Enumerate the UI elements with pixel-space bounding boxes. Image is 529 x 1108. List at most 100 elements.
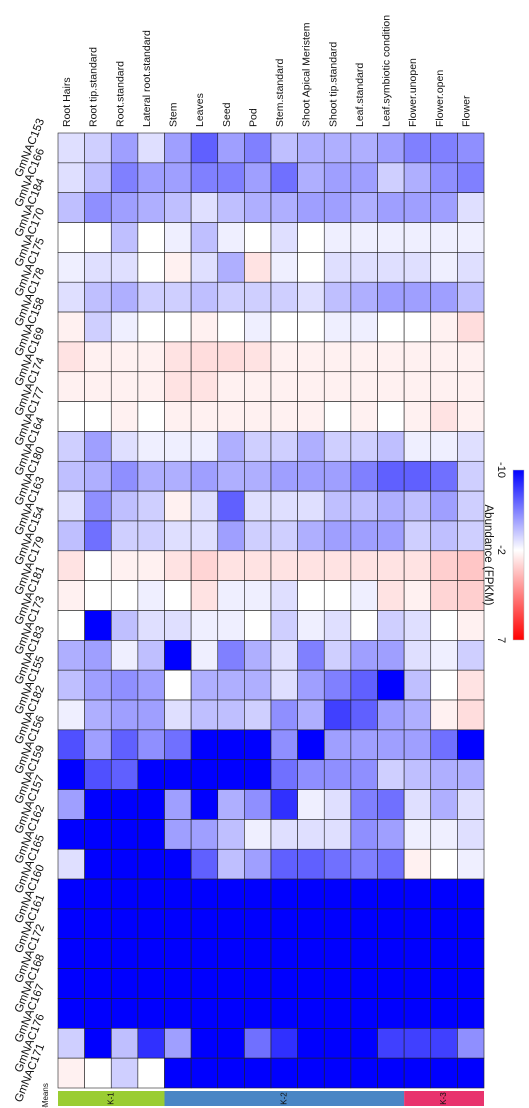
heatmap-cell: [457, 162, 485, 193]
heatmap-cell: [403, 550, 432, 581]
heatmap-cell: [110, 729, 139, 761]
heatmap-cell: [323, 968, 352, 999]
heatmap-cell: [377, 490, 405, 522]
heatmap-cell: [323, 610, 352, 641]
heatmap-cell: [217, 819, 245, 850]
heatmap-cell: [297, 908, 325, 940]
heatmap-cell: [350, 938, 378, 969]
heatmap-cell: [137, 460, 165, 492]
heatmap-cell: [164, 848, 192, 880]
heatmap-cell: [164, 908, 192, 940]
column-label: Leaf.standard: [354, 63, 366, 127]
heatmap-cell: [457, 640, 485, 671]
heatmap-cell: [457, 938, 485, 969]
heatmap-cell: [377, 878, 405, 910]
heatmap-cell: [297, 311, 325, 343]
heatmap-cell: [377, 789, 405, 820]
heatmap-cell: [323, 998, 352, 1029]
column-label: Stem: [168, 102, 180, 127]
heatmap-cell: [244, 878, 272, 910]
heatmap-cell: [403, 162, 432, 193]
heatmap-cell: [217, 669, 245, 701]
heatmap-cell: [217, 281, 245, 313]
column-label: Root tip.standard: [88, 47, 100, 127]
heatmap-cell: [84, 789, 112, 820]
heatmap-cell: [190, 669, 219, 701]
heatmap-cell: [244, 580, 272, 611]
heatmap-cell: [217, 252, 245, 283]
heatmap-cell: [137, 550, 165, 581]
heatmap-cell: [137, 252, 165, 283]
heatmap-cell: [110, 878, 139, 910]
heatmap-cell: [190, 222, 219, 253]
heatmap-cell: [137, 878, 165, 910]
heatmap-cell: [57, 729, 85, 761]
heatmap-cell: [164, 550, 192, 581]
heatmap-cell: [164, 460, 192, 492]
heatmap-cell: [297, 1028, 325, 1059]
heatmap-cell: [430, 729, 458, 761]
heatmap-cell: [57, 759, 85, 790]
heatmap-cell: [403, 610, 432, 641]
heatmap-cell: [297, 132, 325, 164]
heatmap-cell: [377, 222, 405, 253]
heatmap-cell: [270, 252, 298, 283]
heatmap-cell: [457, 431, 485, 462]
heatmap-cell: [110, 252, 139, 283]
heatmap-cell: [84, 222, 112, 253]
heatmap-cell: [377, 132, 405, 164]
heatmap-cell: [190, 908, 219, 940]
heatmap-cell: [190, 580, 219, 611]
heatmap-cell: [350, 580, 378, 611]
heatmap-cell: [457, 490, 485, 522]
heatmap-cell: [190, 341, 219, 373]
heatmap-cell: [403, 968, 432, 999]
heatmap-cell: [57, 938, 85, 969]
heatmap-cell: [457, 371, 485, 402]
heatmap-cell: [270, 610, 298, 641]
heatmap-cell: [377, 252, 405, 283]
heatmap-cell: [377, 848, 405, 880]
heatmap-cell: [323, 1028, 352, 1059]
heatmap-cell: [350, 162, 378, 193]
heatmap-cell: [217, 1057, 245, 1089]
heatmap-cell: [110, 431, 139, 462]
heatmap-cell: [323, 789, 352, 820]
heatmap-cell: [244, 759, 272, 790]
heatmap-cell: [110, 789, 139, 820]
heatmap-cell: [244, 669, 272, 701]
heatmap-cell: [457, 848, 485, 880]
heatmap-cell: [244, 699, 272, 731]
heatmap-cell: [164, 729, 192, 761]
heatmap-cell: [297, 699, 325, 731]
heatmap-cell: [377, 699, 405, 731]
heatmap-cell: [323, 252, 352, 283]
heatmap-cell: [244, 222, 272, 253]
heatmap-cell: [430, 848, 458, 880]
kmeans-group: [164, 1091, 405, 1106]
column-label: Leaves: [194, 93, 206, 127]
heatmap-cell: [350, 789, 378, 820]
heatmap-cell: [84, 431, 112, 462]
heatmap-cell: [403, 222, 432, 253]
heatmap-cell: [190, 162, 219, 193]
heatmap-cell: [270, 520, 298, 552]
heatmap-cell: [84, 132, 112, 164]
heatmap-cell: [217, 699, 245, 731]
heatmap-cell: [190, 132, 219, 164]
heatmap-cell: [430, 132, 458, 164]
heatmap-cell: [137, 729, 165, 761]
heatmap-cell: [217, 401, 245, 432]
heatmap-cell: [57, 908, 85, 940]
heatmap-cell: [190, 431, 219, 462]
heatmap-cell: [457, 550, 485, 581]
heatmap-cell: [57, 968, 85, 999]
heatmap-cell: [190, 938, 219, 969]
heatmap-cell: [377, 371, 405, 402]
heatmap-cell: [110, 1028, 139, 1059]
heatmap-cell: [323, 908, 352, 940]
heatmap-cell: [57, 550, 85, 581]
heatmap-cell: [84, 819, 112, 850]
column-label: Root.standard: [114, 61, 126, 127]
heatmap-cell: [57, 192, 85, 223]
